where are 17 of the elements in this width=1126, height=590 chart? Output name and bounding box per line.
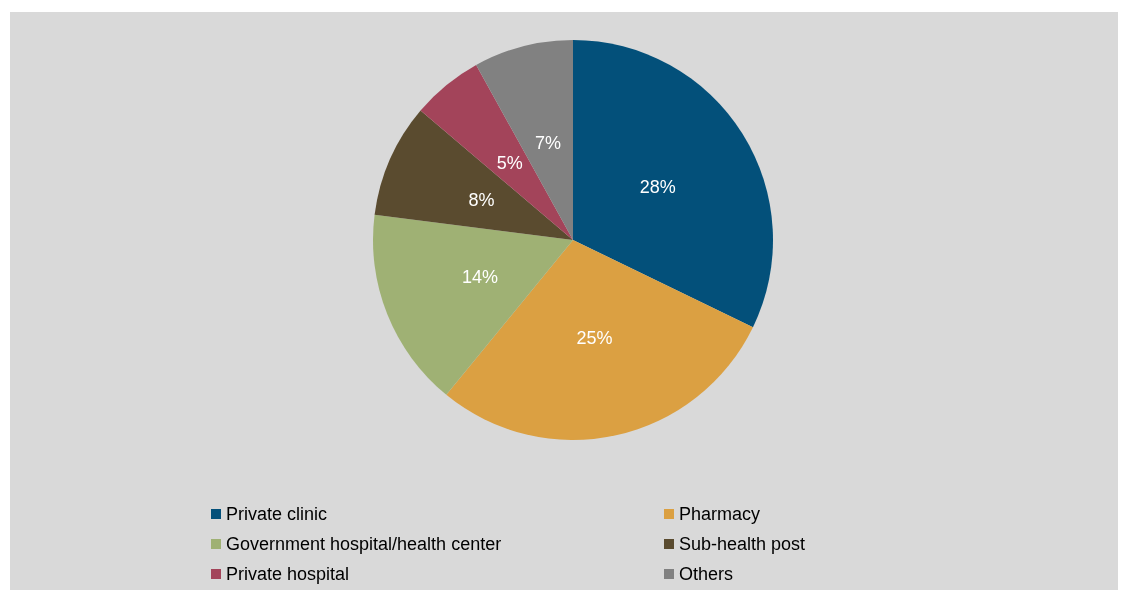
data-label: 25% bbox=[576, 327, 613, 348]
data-label: 7% bbox=[534, 133, 561, 154]
pie-slice bbox=[374, 110, 573, 240]
pie-slice bbox=[446, 240, 753, 440]
legend-label: Sub-health post bbox=[679, 534, 806, 554]
legend-label: Pharmacy bbox=[679, 504, 761, 524]
pie-slice bbox=[420, 65, 573, 240]
legend-label: Private clinic bbox=[226, 504, 328, 524]
data-label: 5% bbox=[496, 152, 523, 173]
legend-label: Private hospital bbox=[226, 564, 350, 584]
data-label: 28% bbox=[639, 176, 676, 197]
pie-slice bbox=[373, 214, 573, 395]
pie-slice bbox=[573, 40, 773, 328]
legend-label: Government hospital/health center bbox=[226, 534, 502, 554]
data-label: 14% bbox=[462, 267, 499, 288]
legend-label: Others bbox=[679, 564, 734, 584]
data-label: 8% bbox=[468, 189, 495, 210]
